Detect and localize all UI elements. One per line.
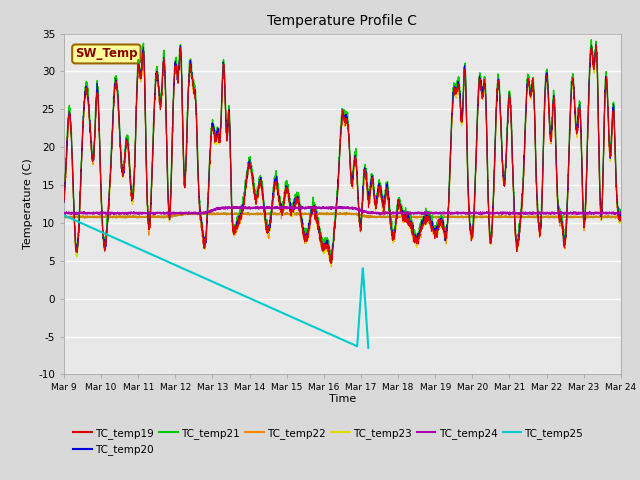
- Text: SW_Temp: SW_Temp: [75, 48, 138, 60]
- X-axis label: Time: Time: [329, 394, 356, 404]
- Legend: TC_temp19, TC_temp20, TC_temp21, TC_temp22, TC_temp23, TC_temp24, TC_temp25: TC_temp19, TC_temp20, TC_temp21, TC_temp…: [69, 424, 588, 459]
- Y-axis label: Temperature (C): Temperature (C): [22, 158, 33, 250]
- Title: Temperature Profile C: Temperature Profile C: [268, 14, 417, 28]
